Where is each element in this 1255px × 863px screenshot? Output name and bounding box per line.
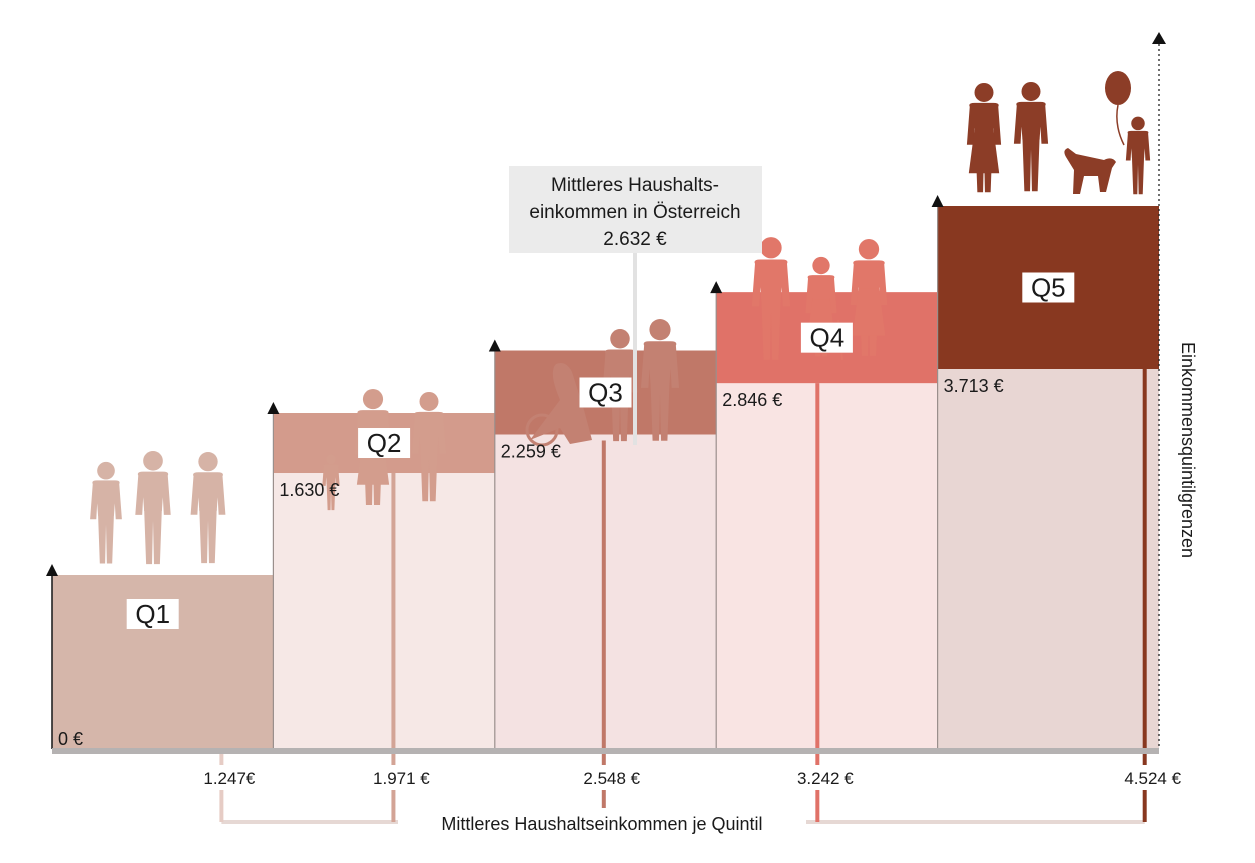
head <box>143 450 163 471</box>
dog-silhouette <box>1064 148 1116 194</box>
head <box>649 319 671 341</box>
boundary-arrow-5 <box>931 195 944 207</box>
boundary-arrows <box>46 195 944 576</box>
chart-labels: Q1 0 € 1.247€ Q2 1.630 € 1.971 € Q3 2.259 € 2.54… <box>58 272 1198 836</box>
quintile-label-2: Q2 <box>367 428 402 458</box>
woman-silhouette <box>850 239 888 356</box>
torso <box>640 341 680 388</box>
head <box>610 328 630 349</box>
torso <box>411 411 447 454</box>
head <box>1131 116 1145 131</box>
legs <box>199 509 217 564</box>
overall-median-text-2: einkommen in Österreich <box>529 202 740 223</box>
quintile-label-4: Q4 <box>810 323 845 353</box>
three-teen-silhouettes-icon <box>90 450 226 565</box>
head <box>419 391 439 411</box>
dress <box>852 288 886 336</box>
right-axis-arrow <box>1152 32 1166 44</box>
torso <box>1013 101 1049 144</box>
head <box>760 237 782 259</box>
boundary-label-1: 0 € <box>58 729 83 749</box>
legs <box>650 381 670 441</box>
woman-silhouette <box>966 82 1002 193</box>
boundary-arrow-3 <box>488 339 501 352</box>
torso <box>751 259 791 307</box>
bottom-axis-label: Mittleres Haushaltseinkommen je Quintil <box>441 814 762 834</box>
head <box>974 82 994 102</box>
balloon-string <box>1116 104 1125 146</box>
head <box>97 461 115 480</box>
quintile-label-box-4 <box>800 322 853 353</box>
median-label-4: 3.242 € <box>797 769 854 788</box>
boundary-arrow-2 <box>267 402 280 415</box>
torso <box>90 480 122 520</box>
boundary-label-3: 2.259 € <box>501 441 561 461</box>
legs <box>761 300 781 360</box>
torso <box>1125 130 1151 161</box>
boundary-arrow-4 <box>710 281 723 294</box>
right-axis <box>1152 32 1166 749</box>
dress <box>968 129 1000 174</box>
father-silhouette <box>411 391 447 502</box>
baseline-bar <box>52 748 1159 754</box>
quintile-headers <box>273 206 1159 474</box>
head <box>198 451 218 472</box>
man-silhouette <box>640 319 680 441</box>
boundary-label-4: 2.846 € <box>722 390 782 410</box>
teen-silhouette-3 <box>190 451 226 564</box>
head <box>1021 81 1041 101</box>
median-label-2: 1.971 € <box>373 769 430 788</box>
quintile-label-5: Q5 <box>1031 273 1066 303</box>
quintile-label-3: Q3 <box>588 377 623 407</box>
man-silhouette <box>1013 81 1049 192</box>
quintile-label-box-3 <box>579 377 632 408</box>
head <box>858 239 880 260</box>
legs <box>1022 138 1040 192</box>
boundary-label-5: 3.713 € <box>944 376 1004 396</box>
overall-median-text-3: 2.632 € <box>603 229 667 250</box>
wheelchair-user-silhouette <box>530 363 592 444</box>
legs <box>98 514 114 564</box>
child-silhouette <box>1125 116 1151 195</box>
median-label-3: 2.548 € <box>583 769 640 788</box>
head <box>812 256 830 275</box>
quintile-label-box-5 <box>1022 272 1075 303</box>
median-lines <box>219 369 1147 822</box>
median-label-5: 4.524 € <box>1124 769 1181 788</box>
teen-silhouette-2 <box>135 450 171 565</box>
column-dividers <box>51 206 939 749</box>
legs <box>326 483 336 511</box>
wheel-icon <box>525 413 559 447</box>
overall-median-text-1: Mittleres Haushalts- <box>551 175 719 196</box>
balloon-icon <box>1105 71 1131 105</box>
child-silhouette <box>322 454 340 511</box>
overall-median-box <box>509 166 762 253</box>
baseline <box>52 748 1159 754</box>
torso <box>135 471 171 515</box>
torso <box>190 472 226 515</box>
head <box>326 454 336 465</box>
boundary-label-2: 1.630 € <box>279 480 339 500</box>
boundary-arrow-1 <box>46 564 58 576</box>
quintile-label-box-2 <box>358 428 411 459</box>
torso <box>322 464 340 486</box>
family-with-dog-and-balloon-silhouettes-icon <box>966 71 1151 195</box>
bottom-label-bg <box>398 808 806 836</box>
teen-silhouette-1 <box>90 461 122 564</box>
legs <box>420 448 438 502</box>
quintile-label-1: Q1 <box>135 599 170 629</box>
head <box>362 389 384 410</box>
businessman-silhouette <box>751 237 791 360</box>
quintile-label-box-1 <box>126 599 179 629</box>
legs <box>1131 156 1145 195</box>
right-axis-label: Einkommensquintilgrenzen <box>1178 342 1198 558</box>
overall-median-callout: Mittleres Haushalts-einkommen in Österre… <box>509 166 762 445</box>
median-label-1: 1.247€ <box>203 769 256 788</box>
legs <box>144 509 162 565</box>
